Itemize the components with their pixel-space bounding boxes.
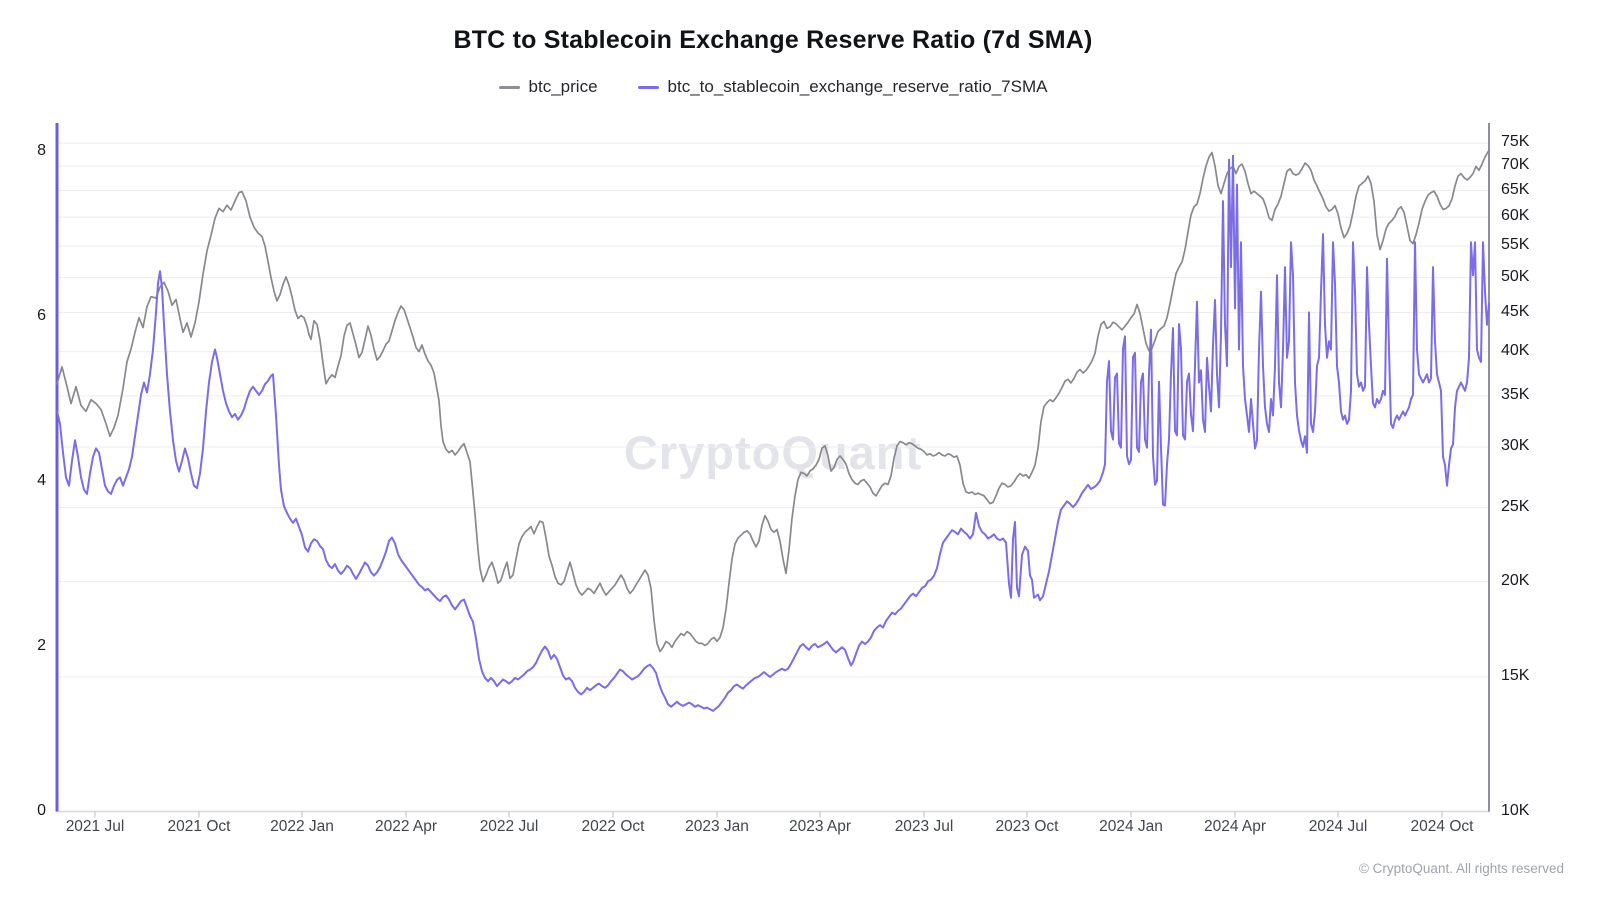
legend-label-ratio: btc_to_stablecoin_exchange_reserve_ratio…: [667, 77, 1048, 96]
cryptoquant-watermark: CryptoQuant: [623, 426, 923, 479]
legend-item-ratio[interactable]: btc_to_stablecoin_exchange_reserve_ratio…: [637, 77, 1048, 97]
chart-legend: btc_price btc_to_stablecoin_exchange_res…: [57, 77, 1489, 97]
legend-label-btc-price: btc_price: [528, 77, 598, 96]
btc-price-dash-icon: [498, 85, 520, 89]
btc_to_stablecoin_exchange_reserve_ratio_7SMA-line: [56, 154, 1490, 712]
chart-title: BTC to Stablecoin Exchange Reserve Ratio…: [453, 26, 1093, 54]
ratio-dash-icon: [637, 85, 659, 89]
legend-item-btc-price[interactable]: btc_price: [498, 77, 598, 97]
btc_price-line: [56, 149, 1490, 653]
copyright-footer: © CryptoQuant. All rights reserved: [1358, 861, 1564, 876]
